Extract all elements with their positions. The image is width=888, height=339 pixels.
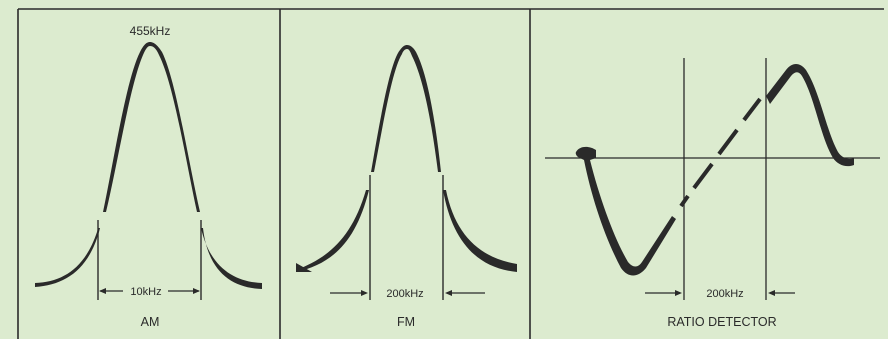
ratio-dimension-arrow-right <box>768 290 775 296</box>
am-panel: 455kHz 10kHz AM <box>35 24 262 329</box>
am-curve-right-flank <box>150 42 200 212</box>
fm-curve-right-tail <box>443 190 517 272</box>
ratio-curve-right-lobe <box>766 64 854 167</box>
am-caption: AM <box>141 315 160 329</box>
fm-dimension-arrow-left <box>361 290 368 296</box>
fm-dimension-arrow-right <box>445 290 452 296</box>
ratio-curve-linear-section <box>679 97 762 208</box>
fm-curve-right-flank <box>407 45 441 172</box>
fm-curve-left-flank <box>371 45 407 172</box>
ratio-curve-left-lobe <box>575 146 676 276</box>
panel-frame <box>17 8 884 339</box>
ratio-dash-4 <box>742 97 762 122</box>
am-dimension-arrow-right <box>193 288 200 294</box>
am-curve-left-flank <box>103 42 150 212</box>
fm-caption: FM <box>397 315 415 329</box>
am-peak-label: 455kHz <box>130 24 171 38</box>
am-bandwidth-label: 10kHz <box>130 286 161 298</box>
fm-bandwidth-label: 200kHz <box>386 288 423 300</box>
ratio-bandwidth-label: 200kHz <box>706 288 743 300</box>
am-curve-left-tail <box>35 228 100 287</box>
ratio-dash-2 <box>692 162 714 190</box>
ratio-caption: RATIO DETECTOR <box>667 315 776 329</box>
am-curve-right-tail <box>201 228 262 289</box>
fm-panel: 200kHz FM <box>296 45 517 329</box>
fm-curve-left-foot <box>296 263 312 272</box>
ratio-dimension-arrow-left <box>675 290 682 296</box>
ratio-panel: 200kHz RATIO DETECTOR <box>545 58 880 329</box>
ratio-dash-3 <box>717 128 739 156</box>
ratio-dash-1 <box>679 194 690 208</box>
am-dimension-arrow-left <box>99 288 106 294</box>
